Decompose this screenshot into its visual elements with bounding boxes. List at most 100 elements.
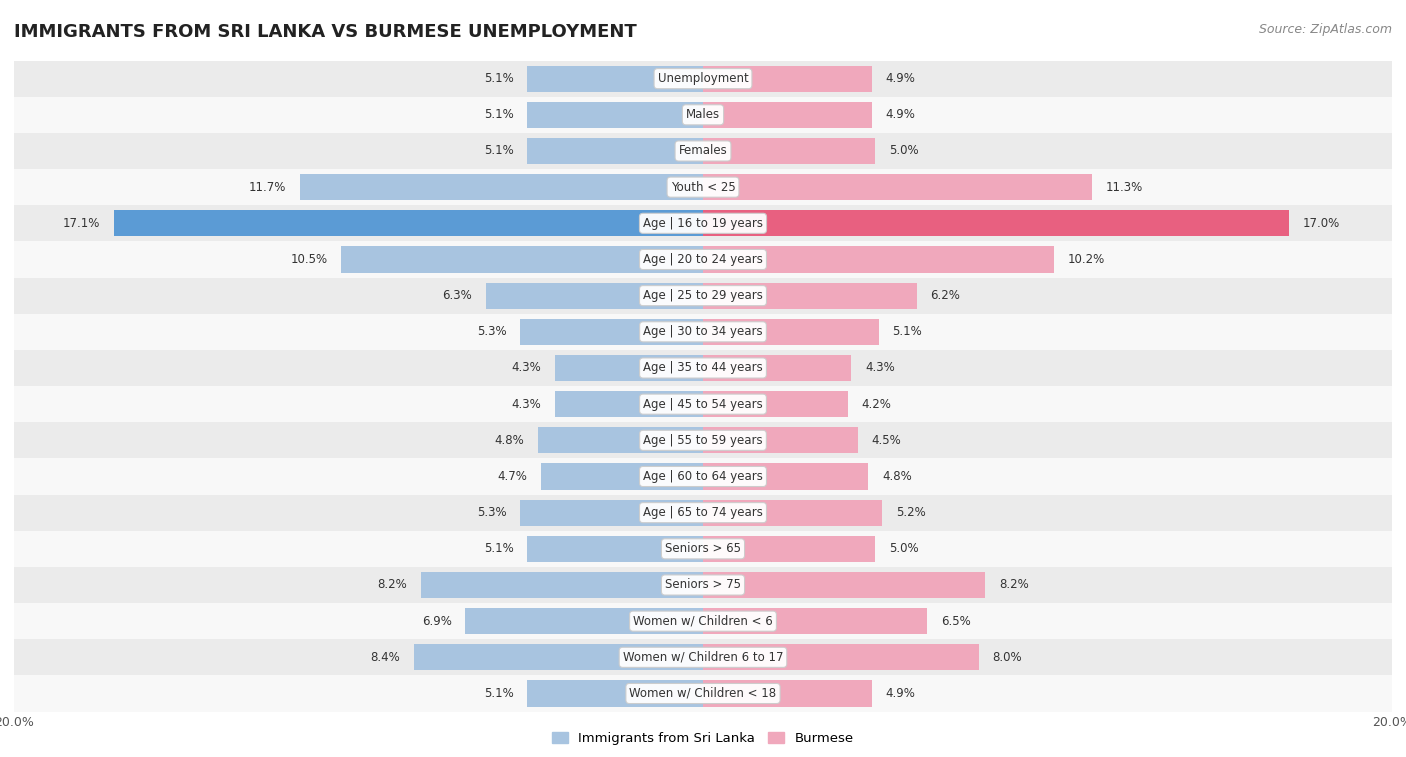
Text: 8.2%: 8.2%: [377, 578, 406, 591]
Bar: [14, 278, 1392, 313]
Text: Females: Females: [679, 145, 727, 157]
Bar: [703, 681, 872, 706]
Bar: [537, 427, 703, 453]
Text: 11.3%: 11.3%: [1107, 181, 1143, 194]
Bar: [703, 391, 848, 417]
Bar: [413, 644, 703, 671]
Bar: [14, 61, 1392, 97]
Text: Source: ZipAtlas.com: Source: ZipAtlas.com: [1258, 23, 1392, 36]
Bar: [14, 205, 1392, 241]
Text: Age | 16 to 19 years: Age | 16 to 19 years: [643, 217, 763, 230]
Text: 5.2%: 5.2%: [896, 506, 925, 519]
Text: 10.5%: 10.5%: [291, 253, 328, 266]
Bar: [703, 174, 1092, 200]
Text: 4.7%: 4.7%: [498, 470, 527, 483]
Text: Seniors > 75: Seniors > 75: [665, 578, 741, 591]
Bar: [14, 567, 1392, 603]
Text: 17.0%: 17.0%: [1302, 217, 1340, 230]
Bar: [555, 355, 703, 381]
Text: 4.3%: 4.3%: [865, 362, 894, 375]
Text: Age | 25 to 29 years: Age | 25 to 29 years: [643, 289, 763, 302]
Bar: [14, 459, 1392, 494]
Text: Women w/ Children < 18: Women w/ Children < 18: [630, 687, 776, 700]
Bar: [527, 681, 703, 706]
Text: Women w/ Children < 6: Women w/ Children < 6: [633, 615, 773, 628]
Bar: [555, 391, 703, 417]
Bar: [703, 427, 858, 453]
Text: Males: Males: [686, 108, 720, 121]
Text: 5.1%: 5.1%: [484, 145, 513, 157]
Bar: [14, 97, 1392, 133]
Bar: [703, 247, 1054, 273]
Bar: [486, 282, 703, 309]
Text: Age | 30 to 34 years: Age | 30 to 34 years: [643, 326, 763, 338]
Text: 4.9%: 4.9%: [886, 687, 915, 700]
Bar: [703, 536, 875, 562]
Bar: [527, 101, 703, 128]
Bar: [342, 247, 703, 273]
Text: 4.8%: 4.8%: [882, 470, 912, 483]
Bar: [703, 101, 872, 128]
Text: 5.3%: 5.3%: [477, 326, 506, 338]
Text: Age | 45 to 54 years: Age | 45 to 54 years: [643, 397, 763, 410]
Bar: [703, 608, 927, 634]
Bar: [14, 603, 1392, 639]
Bar: [703, 355, 851, 381]
Bar: [420, 572, 703, 598]
Text: IMMIGRANTS FROM SRI LANKA VS BURMESE UNEMPLOYMENT: IMMIGRANTS FROM SRI LANKA VS BURMESE UNE…: [14, 23, 637, 41]
Text: 6.9%: 6.9%: [422, 615, 451, 628]
Bar: [299, 174, 703, 200]
Bar: [703, 282, 917, 309]
Text: 5.1%: 5.1%: [484, 108, 513, 121]
Text: 5.0%: 5.0%: [889, 542, 918, 556]
Bar: [14, 386, 1392, 422]
Bar: [14, 531, 1392, 567]
Legend: Immigrants from Sri Lanka, Burmese: Immigrants from Sri Lanka, Burmese: [547, 727, 859, 750]
Text: 4.5%: 4.5%: [872, 434, 901, 447]
Text: Age | 20 to 24 years: Age | 20 to 24 years: [643, 253, 763, 266]
Text: 11.7%: 11.7%: [249, 181, 287, 194]
Bar: [14, 169, 1392, 205]
Text: 8.4%: 8.4%: [370, 651, 399, 664]
Text: 10.2%: 10.2%: [1069, 253, 1105, 266]
Text: Women w/ Children 6 to 17: Women w/ Children 6 to 17: [623, 651, 783, 664]
Text: 8.0%: 8.0%: [993, 651, 1022, 664]
Bar: [14, 133, 1392, 169]
Text: 4.3%: 4.3%: [512, 397, 541, 410]
Bar: [14, 422, 1392, 459]
Bar: [14, 494, 1392, 531]
Text: Unemployment: Unemployment: [658, 72, 748, 85]
Text: 5.1%: 5.1%: [484, 542, 513, 556]
Text: 5.1%: 5.1%: [484, 687, 513, 700]
Text: Age | 35 to 44 years: Age | 35 to 44 years: [643, 362, 763, 375]
Bar: [703, 463, 869, 490]
Text: Age | 65 to 74 years: Age | 65 to 74 years: [643, 506, 763, 519]
Text: 5.3%: 5.3%: [477, 506, 506, 519]
Text: 4.8%: 4.8%: [494, 434, 524, 447]
Text: 6.5%: 6.5%: [941, 615, 970, 628]
Text: 4.9%: 4.9%: [886, 72, 915, 85]
Bar: [703, 644, 979, 671]
Bar: [527, 138, 703, 164]
Bar: [14, 675, 1392, 712]
Text: Seniors > 65: Seniors > 65: [665, 542, 741, 556]
Bar: [703, 500, 882, 525]
Text: Age | 55 to 59 years: Age | 55 to 59 years: [643, 434, 763, 447]
Bar: [14, 350, 1392, 386]
Bar: [465, 608, 703, 634]
Bar: [520, 500, 703, 525]
Text: 5.1%: 5.1%: [893, 326, 922, 338]
Bar: [703, 572, 986, 598]
Text: Age | 60 to 64 years: Age | 60 to 64 years: [643, 470, 763, 483]
Bar: [703, 138, 875, 164]
Bar: [114, 210, 703, 236]
Bar: [527, 536, 703, 562]
Text: 4.3%: 4.3%: [512, 362, 541, 375]
Bar: [14, 639, 1392, 675]
Bar: [14, 241, 1392, 278]
Text: Youth < 25: Youth < 25: [671, 181, 735, 194]
Text: 6.3%: 6.3%: [443, 289, 472, 302]
Bar: [541, 463, 703, 490]
Text: 17.1%: 17.1%: [63, 217, 100, 230]
Text: 8.2%: 8.2%: [1000, 578, 1029, 591]
